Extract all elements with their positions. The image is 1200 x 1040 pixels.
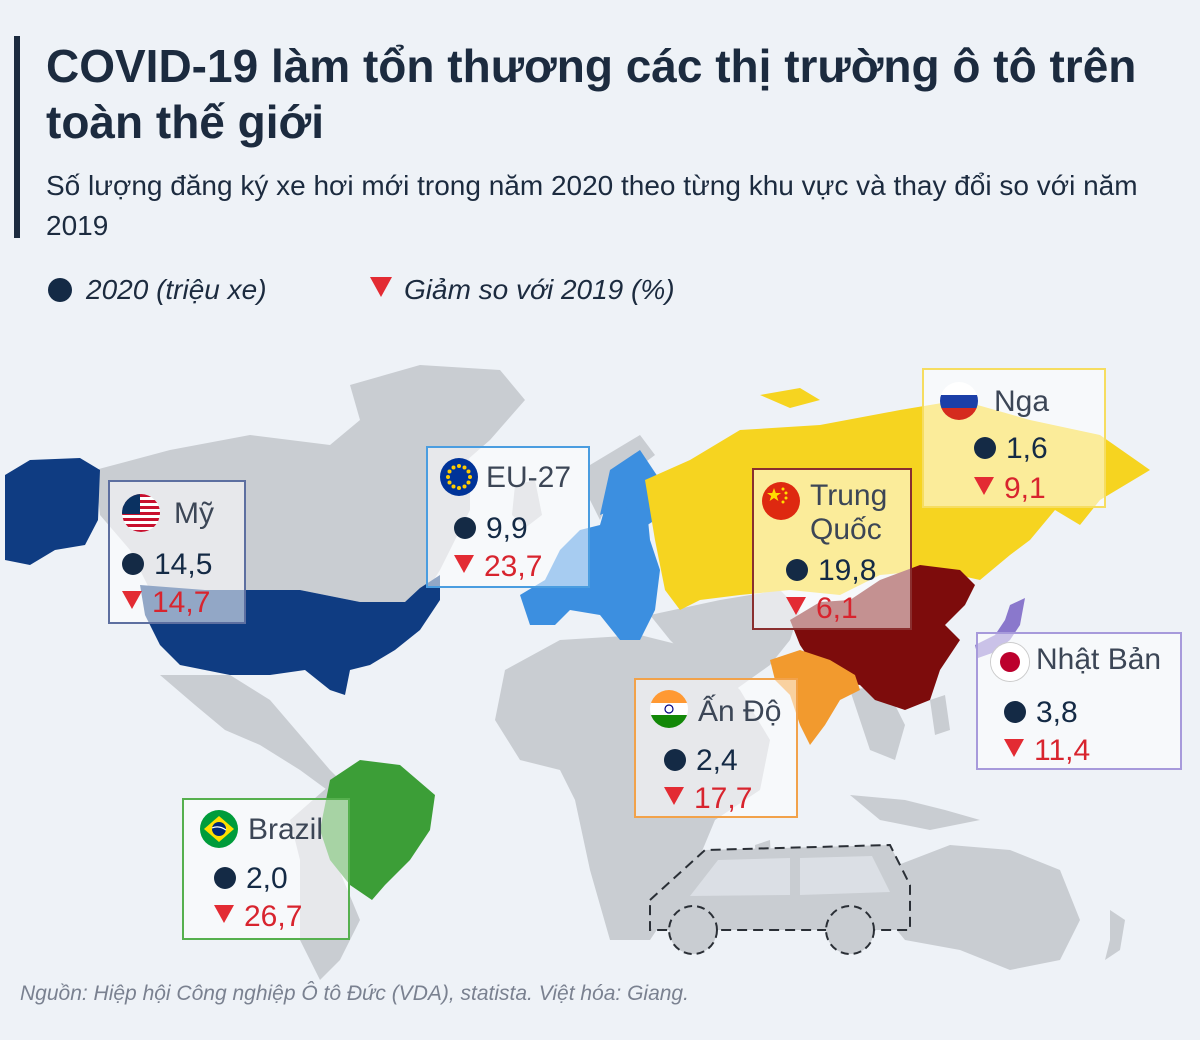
eu-shape xyxy=(520,450,660,640)
dot-icon xyxy=(786,559,808,581)
region-name-china-line2: Quốc xyxy=(810,513,882,546)
region-change-india: 17,7 xyxy=(664,782,752,816)
region-value-japan: 3,8 xyxy=(1004,696,1078,730)
region-change-china: 6,1 xyxy=(786,592,858,626)
region-name-us: Mỹ xyxy=(174,497,214,530)
region-value-us: 14,5 xyxy=(122,548,212,582)
region-value-eu: 9,9 xyxy=(454,512,528,546)
dot-icon xyxy=(48,278,72,302)
region-name-japan: Nhật Bản xyxy=(1036,643,1162,676)
indonesia-shape xyxy=(850,795,980,830)
dot-icon xyxy=(122,553,144,575)
dot-icon xyxy=(1004,701,1026,723)
legend-item-registrations: 2020 (triệu xe) xyxy=(48,272,267,308)
down-triangle-icon xyxy=(214,905,234,923)
region-change-japan: 11,4 xyxy=(1004,734,1090,768)
down-triangle-icon xyxy=(122,591,142,609)
down-triangle-icon xyxy=(786,597,806,615)
us-flag-icon xyxy=(122,494,160,532)
page-title: COVID-19 làm tổn thương các thị trường ô… xyxy=(46,40,1137,148)
russia-flag-icon xyxy=(940,382,978,420)
region-change-eu: 23,7 xyxy=(454,550,542,584)
car-icon xyxy=(649,843,911,955)
sweden-finland-shape xyxy=(600,450,660,530)
region-name-india: Ấn Độ xyxy=(698,695,782,728)
dot-icon xyxy=(454,517,476,539)
australia-shape xyxy=(880,845,1080,970)
region-box-russia: Nga 1,6 9,1 xyxy=(922,368,1106,508)
dot-icon xyxy=(664,749,686,771)
region-name-eu: EU-27 xyxy=(486,461,572,494)
eu-flag-icon xyxy=(440,458,478,496)
dot-icon xyxy=(214,867,236,889)
philippines-shape xyxy=(930,695,950,735)
region-value-india: 2,4 xyxy=(664,744,738,778)
down-triangle-icon xyxy=(664,787,684,805)
region-box-eu: EU-27 9,9 23,7 xyxy=(426,446,590,588)
region-change-brazil: 26,7 xyxy=(214,900,302,934)
region-box-us: Mỹ 14,5 14,7 xyxy=(108,480,246,624)
region-value-china: 19,8 xyxy=(786,554,876,588)
brazil-flag-icon xyxy=(200,810,238,848)
title-accent-bar xyxy=(14,36,20,238)
region-box-china: Trung Quốc 19,8 6,1 xyxy=(752,468,912,630)
region-value-brazil: 2,0 xyxy=(214,862,288,896)
russia-islands-shape xyxy=(760,388,820,408)
india-shape xyxy=(770,650,860,745)
region-box-brazil: Brazil 2,0 26,7 xyxy=(182,798,350,940)
region-value-russia: 1,6 xyxy=(974,432,1048,466)
mexico-shape xyxy=(160,675,345,792)
down-triangle-icon xyxy=(370,277,392,297)
region-name-russia: Nga xyxy=(994,385,1050,418)
new-zealand-shape xyxy=(1105,910,1125,960)
region-box-india: Ấn Độ 2,4 17,7 xyxy=(634,678,798,818)
down-triangle-icon xyxy=(1004,739,1024,757)
down-triangle-icon xyxy=(454,555,474,573)
source-note: Nguồn: Hiệp hội Công nghiệp Ô tô Đức (VD… xyxy=(20,982,689,1005)
region-box-japan: Nhật Bản 3,8 11,4 xyxy=(976,632,1182,770)
legend-label-decline: Giảm so với 2019 (%) xyxy=(404,274,675,305)
region-change-us: 14,7 xyxy=(122,586,210,620)
region-change-russia: 9,1 xyxy=(974,472,1046,506)
legend-label-registrations: 2020 (triệu xe) xyxy=(86,274,267,305)
region-name-brazil: Brazil xyxy=(248,813,324,846)
down-triangle-icon xyxy=(974,477,994,495)
legend-item-decline: Giảm so với 2019 (%) xyxy=(370,272,675,308)
page-subtitle: Số lượng đăng ký xe hơi mới trong năm 20… xyxy=(46,170,1138,241)
japan-flag-icon xyxy=(990,642,1030,682)
region-name-china-line1: Trung xyxy=(810,479,888,512)
eu-mainland-shape xyxy=(520,490,660,640)
alaska-shape xyxy=(5,458,100,565)
china-flag-icon xyxy=(762,482,800,520)
india-flag-icon xyxy=(650,690,688,728)
dot-icon xyxy=(974,437,996,459)
